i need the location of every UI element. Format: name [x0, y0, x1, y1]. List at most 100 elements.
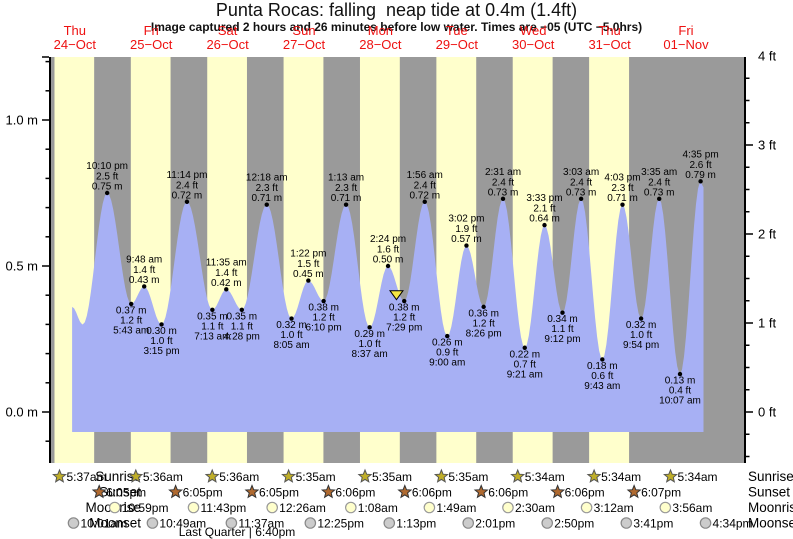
astro-time: 10:49am [159, 517, 206, 531]
tide-annotation-line: 9:43 am [584, 381, 620, 392]
astro-time: 10:01am [80, 517, 127, 531]
astro-time: 5:35am [448, 470, 488, 484]
tide-annotation-line: 0.6 ft [591, 371, 613, 382]
right-axis-label: 4 ft [758, 48, 776, 63]
tide-annotation-line: 0.7 ft [514, 359, 536, 370]
sunrise-icon [433, 468, 449, 483]
astro-row-label-left: Sunset [99, 485, 141, 500]
tide-annotation: 0.26 m0.9 ft9:00 am [429, 338, 465, 369]
tide-annotation-line: 9:00 am [429, 358, 465, 369]
tide-annotation-line: 8:37 am [352, 349, 388, 360]
tide-annotation-line: 0.57 m [451, 234, 482, 245]
tide-extreme-dot [128, 301, 134, 307]
tide-annotation-line: 1.1 ft [201, 321, 223, 332]
tide-annotation-line: 0.73 m [644, 187, 675, 198]
tide-annotation: 2:24 pm1.6 ft0.50 m [370, 234, 406, 266]
tide-annotation-line: 4:28 pm [224, 331, 260, 342]
moonrise-icon [266, 501, 278, 514]
moonrise-icon [659, 501, 672, 514]
tide-annotation-line: 1.0 ft [630, 330, 652, 341]
tide-annotation: 11:14 pm2.4 ft0.72 m [166, 170, 207, 202]
capture-marker-icon [388, 290, 404, 301]
astro-row-label-right: Sunrise [748, 469, 793, 484]
tide-annotation-line: 0.71 m [331, 193, 362, 204]
tide-annotation-line: 1:22 pm [290, 249, 326, 260]
tide-annotation: 0.37 m1.2 ft5:43 am [113, 305, 149, 336]
moonset-icon [146, 517, 159, 529]
tide-extreme-dot [560, 310, 565, 315]
tide-extreme-dot [343, 202, 349, 207]
sunrise-icon [281, 468, 297, 483]
astro-time: 6:05pm [259, 486, 299, 500]
sunrise-icon [357, 468, 373, 483]
tide-extreme-dot [159, 322, 164, 327]
tide-annotation-line: 9:54 pm [623, 340, 659, 351]
astro-time: 6:05pm [183, 486, 223, 500]
tide-annotation: 0.32 m1.0 ft9:54 pm [623, 320, 659, 351]
moonset-icon [462, 517, 475, 529]
tide-extreme-dot [104, 190, 110, 196]
moonset-icon [225, 517, 238, 529]
tide-annotation-line: 2.4 ft [570, 177, 592, 188]
astro-time: 6:06pm [412, 486, 452, 500]
moonrise-icon [187, 501, 200, 514]
tide-annotation-line: 0.72 m [172, 190, 203, 201]
tide-annotation-line: 1.6 ft [377, 245, 399, 256]
day-label: Fri [144, 23, 159, 38]
astro-row-label-left: Moonset [89, 516, 141, 531]
tide-annotation-line: 1:56 am [407, 170, 443, 181]
tide-annotation-line: 0.9 ft [436, 348, 458, 359]
astro-row-label-right: Sunset [748, 485, 790, 500]
tide-annotation-line: 0.43 m [129, 275, 160, 286]
astro-time: 4:34pm [713, 517, 753, 531]
tide-annotation: 0.38 m1.2 ft7:29 pm [386, 303, 422, 334]
tide-annotation-line: 2.1 ft [533, 204, 555, 215]
astro-time: 10:59pm [122, 501, 169, 515]
tide-annotation: 3:03 am2.4 ft0.73 m [563, 167, 599, 199]
tide-annotation-line: 1.2 ft [393, 313, 415, 324]
tide-annotation-line: 1.5 ft [297, 259, 319, 270]
astro-row-label-right: Moonrise [748, 500, 793, 515]
tide-annotation-line: 0.50 m [373, 255, 404, 266]
astro-time: 6:07pm [641, 486, 681, 500]
tide-annotation: 1:13 am2.3 ft0.71 m [328, 173, 364, 205]
tide-annotation-line: 1.0 ft [150, 336, 172, 347]
day-label: Sun [292, 23, 315, 38]
tide-annotation-line: 1.0 ft [359, 339, 381, 350]
tide-extreme-dot [698, 179, 703, 184]
tide-annotation-line: 12:18 am [246, 173, 288, 184]
tide-annotation-line: 2.5 ft [96, 172, 118, 183]
day-label: Wed [520, 23, 547, 38]
day-date-label: 27−Oct [283, 37, 326, 52]
tide-annotation-line: 1.2 ft [120, 315, 142, 326]
tide-annotation-line: 3:33 pm [526, 193, 562, 204]
astro-row-label-right: Moonset [748, 516, 793, 531]
moonrise-icon [108, 501, 121, 514]
astro-row-label-left: Sunrise [95, 469, 141, 484]
right-axis-label: 0 ft [758, 405, 776, 420]
tide-extreme-dot [500, 196, 506, 202]
tide-annotation: 1:56 am2.4 ft0.72 m [407, 170, 443, 202]
tide-annotation-line: 4:35 pm [683, 149, 719, 160]
sunset-icon [244, 484, 260, 499]
sunset-icon [550, 484, 566, 499]
tide-extreme-dot [422, 199, 427, 204]
tide-annotation: 4:03 pm2.3 ft0.71 m [604, 173, 640, 205]
tide-extreme-dot [481, 304, 486, 310]
tide-annotation-line: 2.3 ft [256, 183, 278, 194]
tide-annotation-line: 1.4 ft [215, 268, 237, 279]
astro-time: 1:49am [436, 501, 476, 515]
tide-extreme-dot [321, 298, 326, 304]
day-date-label: 28−Oct [359, 37, 402, 52]
tide-annotation-line: 2.4 ft [648, 177, 670, 188]
astro-time: 1:13pm [396, 517, 436, 531]
right-axis-label: 1 ft [758, 315, 776, 330]
sunset-icon [91, 484, 107, 499]
tide-annotation-line: 11:14 pm [166, 170, 207, 181]
tide-extreme-dot [289, 316, 294, 321]
tide-annotation-line: 3:02 pm [448, 214, 484, 225]
right-axis-label: 3 ft [758, 137, 776, 152]
tide-annotation-line: 0.75 m [92, 182, 123, 193]
tide-annotation-line: 10:10 pm [86, 161, 128, 172]
